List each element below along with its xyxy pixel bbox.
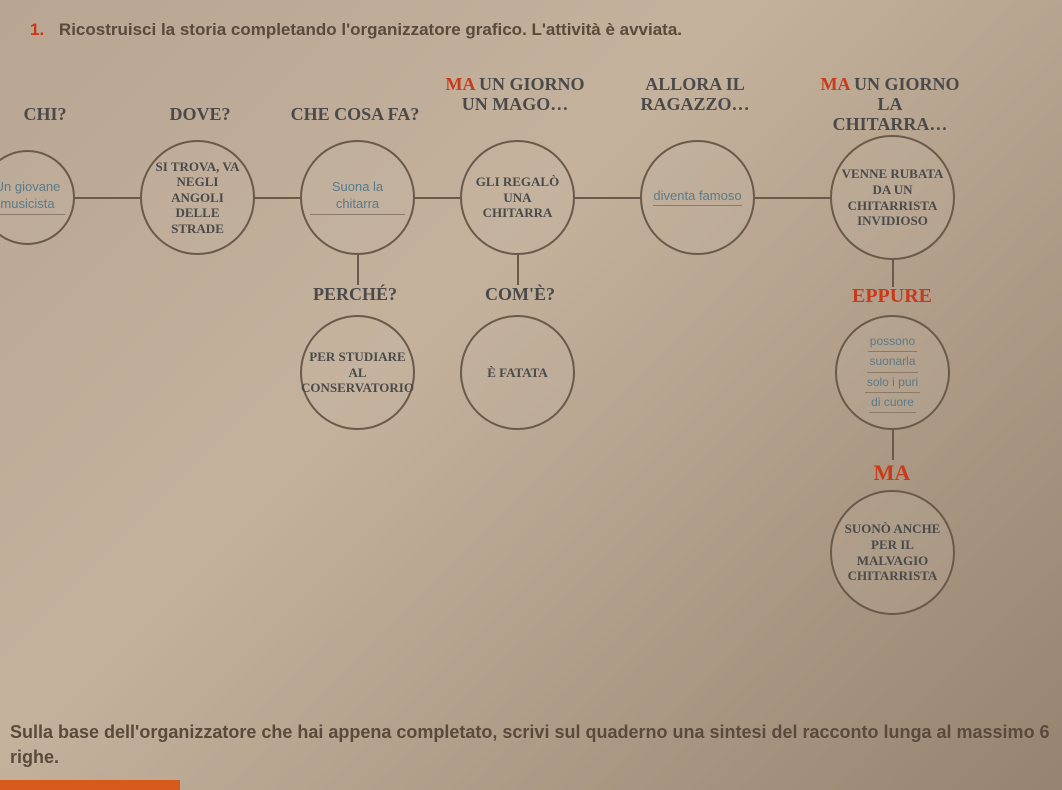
eppure-line2: suonarla xyxy=(867,352,917,372)
circle-chi-text: Un giovane musicista xyxy=(0,179,65,215)
eppure-line4: di cuore xyxy=(869,393,916,413)
circle-cosa-text: Suona la chitarra xyxy=(310,179,405,215)
orange-bar xyxy=(0,780,180,790)
header-mago: MA UN GIORNO UN MAGO… xyxy=(445,75,585,115)
header-allora: ALLORA IL RAGAZZO… xyxy=(625,75,765,115)
circle-ma: SUONÒ ANCHE PER IL MALVAGIO CHITARRISTA xyxy=(830,490,955,615)
circle-eppure-text: possono suonarla solo i puri di cuore xyxy=(865,332,920,413)
header-ma: MA xyxy=(862,460,922,486)
circle-eppure: possono suonarla solo i puri di cuore xyxy=(835,315,950,430)
graphic-organizer: CHI? DOVE? CHE COSA FA? MA UN GIORNO UN … xyxy=(0,60,1062,630)
circle-chitarra-text: VENNE RUBATA DA UN CHITARRISTA INVIDIOSO xyxy=(840,166,945,228)
eppure-line3: solo i puri xyxy=(865,373,920,393)
header-chitarra-accent: MA xyxy=(820,74,849,94)
eppure-line1: possono xyxy=(868,332,917,352)
circle-perche-text: PER STUDIARE AL CONSERVATORIO xyxy=(301,349,414,396)
circle-mago: GLI REGALÒ UNA CHITARRA xyxy=(460,140,575,255)
worksheet-page: 1. Ricostruisci la storia completando l'… xyxy=(0,0,1062,790)
exercise-instruction: 1. Ricostruisci la storia completando l'… xyxy=(0,20,1062,60)
exercise-number: 1. xyxy=(30,20,44,39)
circle-chi: Un giovane musicista xyxy=(0,150,75,245)
circle-dove-text: SI TROVA, VA NEGLI ANGOLI DELLE STRADE xyxy=(150,159,245,237)
header-dove: DOVE? xyxy=(130,105,270,125)
circle-cosa: Suona la chitarra xyxy=(300,140,415,255)
exercise-text: Ricostruisci la storia completando l'org… xyxy=(59,20,682,39)
circle-ma-text: SUONÒ ANCHE PER IL MALVAGIO CHITARRISTA xyxy=(840,521,945,583)
header-cosa: CHE COSA FA? xyxy=(285,105,425,125)
connector-v4 xyxy=(892,430,894,460)
circle-mago-text: GLI REGALÒ UNA CHITARRA xyxy=(470,174,565,221)
header-mago-accent: MA xyxy=(445,74,474,94)
circle-perche: PER STUDIARE AL CONSERVATORIO xyxy=(300,315,415,430)
bottom-instruction: Sulla base dell'organizzatore che hai ap… xyxy=(0,720,1062,770)
circle-come: È FATATA xyxy=(460,315,575,430)
header-eppure: EPPURE xyxy=(832,285,952,308)
connector-v2 xyxy=(517,255,519,285)
connector-h3 xyxy=(415,197,460,199)
circle-allora-text: diventa famoso xyxy=(653,188,741,207)
connector-v1 xyxy=(357,255,359,285)
header-chi: CHI? xyxy=(0,105,115,125)
connector-v3 xyxy=(892,260,894,287)
header-mago-rest: UN GIORNO UN MAGO… xyxy=(462,74,585,114)
circle-come-text: È FATATA xyxy=(487,365,548,381)
circle-allora: diventa famoso xyxy=(640,140,755,255)
connector-h4 xyxy=(575,197,640,199)
connector-h1 xyxy=(75,197,140,199)
connector-h2 xyxy=(255,197,300,199)
header-perche: PERCHÉ? xyxy=(285,285,425,305)
connector-h5 xyxy=(755,197,830,199)
header-chitarra: MA UN GIORNO LA CHITARRA… xyxy=(820,75,960,134)
circle-dove: SI TROVA, VA NEGLI ANGOLI DELLE STRADE xyxy=(140,140,255,255)
circle-chitarra: VENNE RUBATA DA UN CHITARRISTA INVIDIOSO xyxy=(830,135,955,260)
header-come: COM'È? xyxy=(450,285,590,305)
header-chitarra-rest: UN GIORNO LA CHITARRA… xyxy=(833,74,960,134)
